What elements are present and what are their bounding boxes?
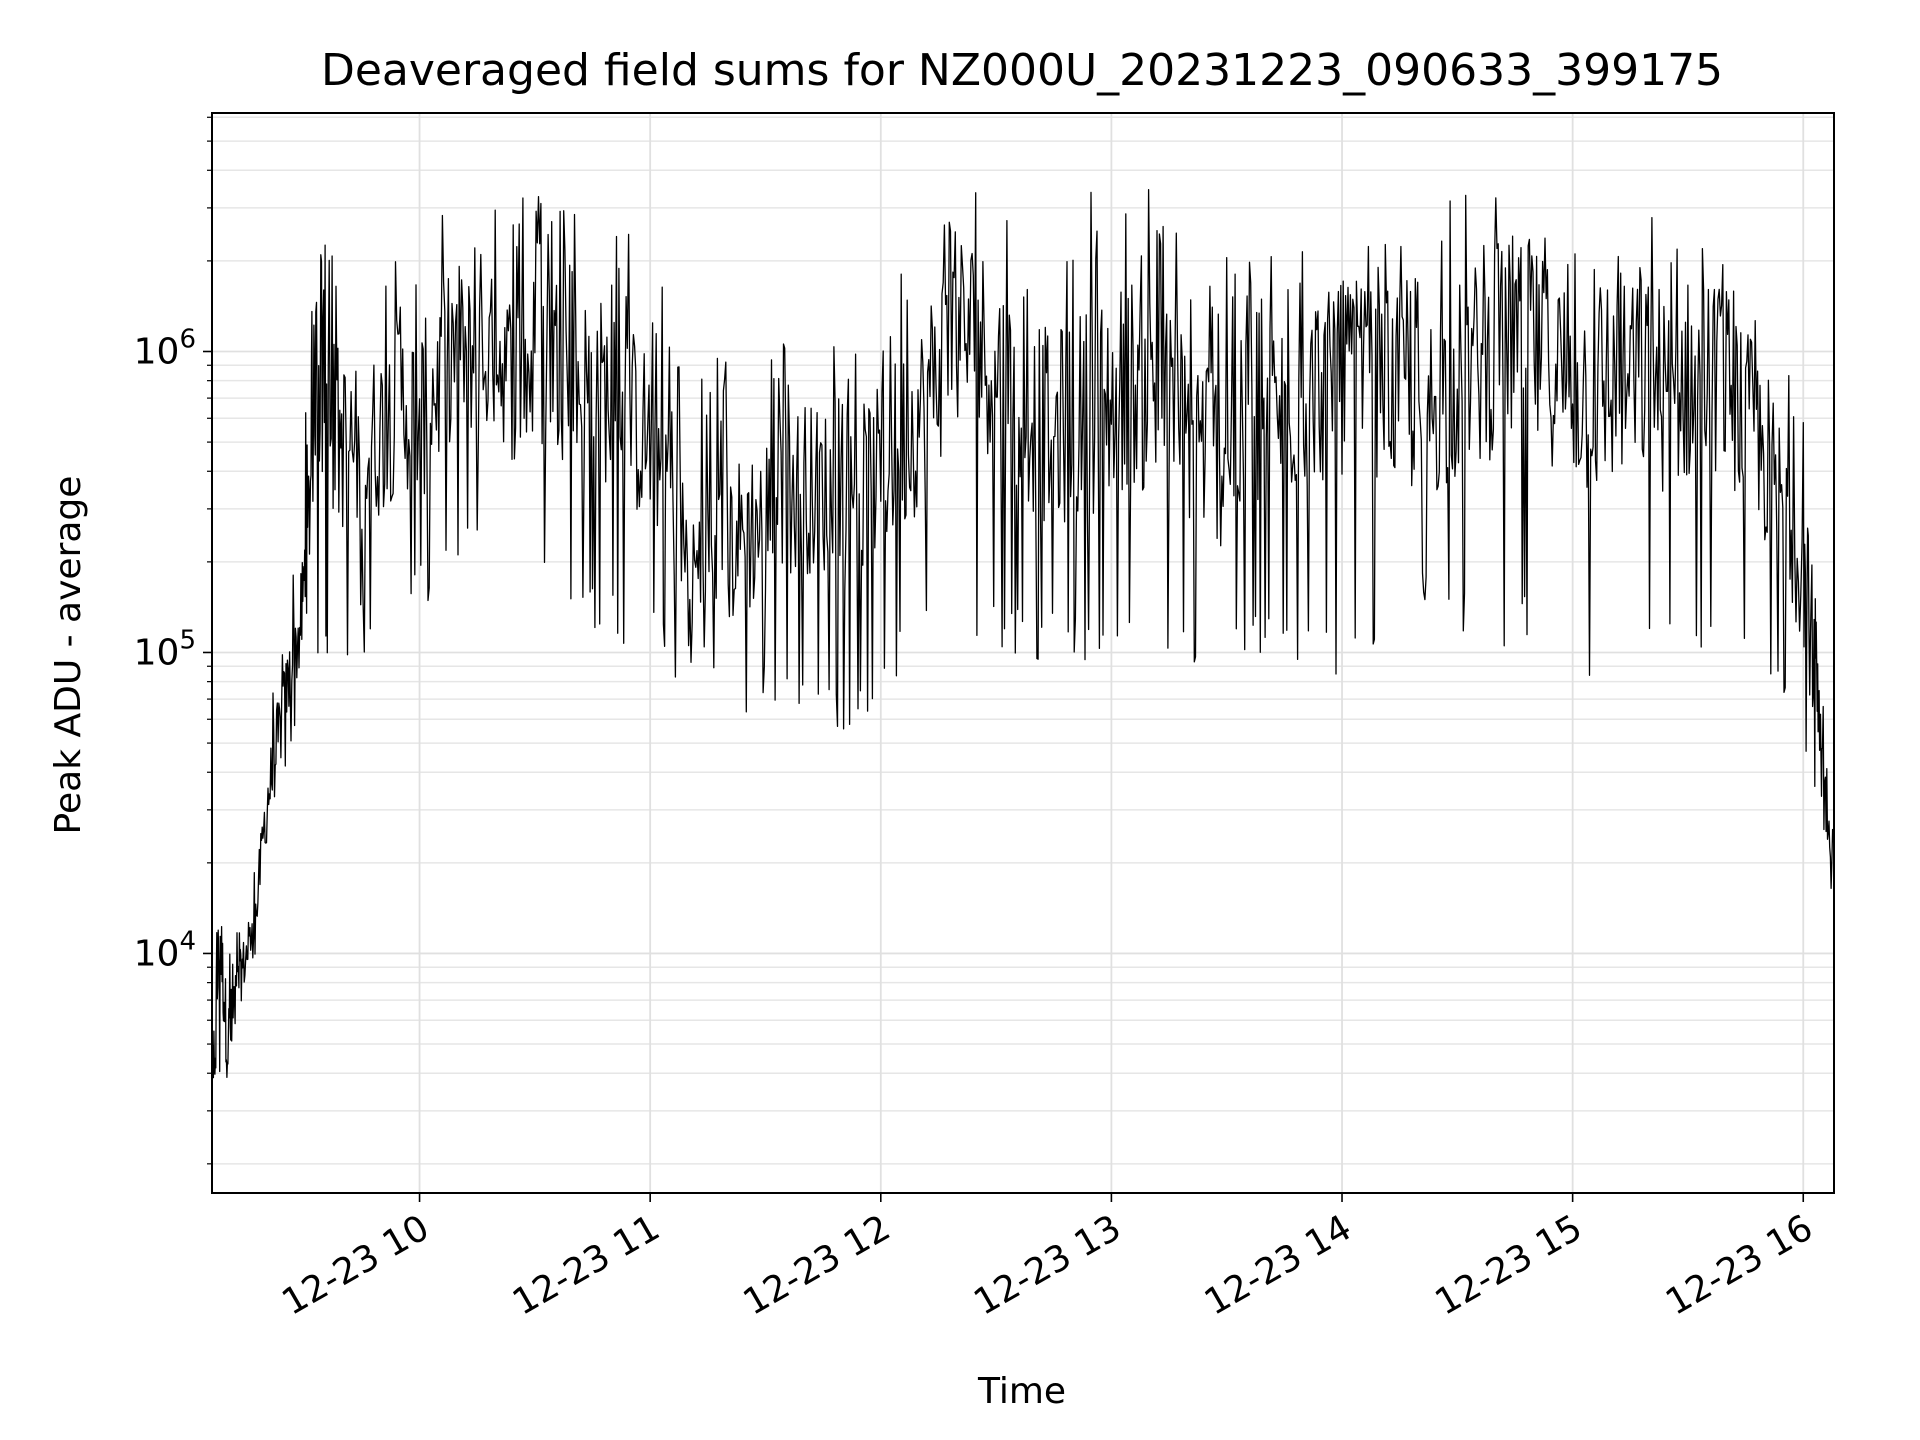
- x-axis-label: Time: [977, 1371, 1066, 1412]
- y-axis-label: Peak ADU - average: [48, 476, 89, 835]
- major-grid: [212, 113, 1834, 1193]
- y-tick-label: 105: [134, 625, 196, 673]
- y-tick-label: 104: [134, 926, 196, 974]
- y-axis-ticks: 104 105 106: [134, 116, 212, 1165]
- y-tick-label: 106: [134, 324, 196, 372]
- chart-title: Deaveraged field sums for NZ000U_2023122…: [321, 45, 1723, 96]
- data-series-line: [211, 189, 1835, 1133]
